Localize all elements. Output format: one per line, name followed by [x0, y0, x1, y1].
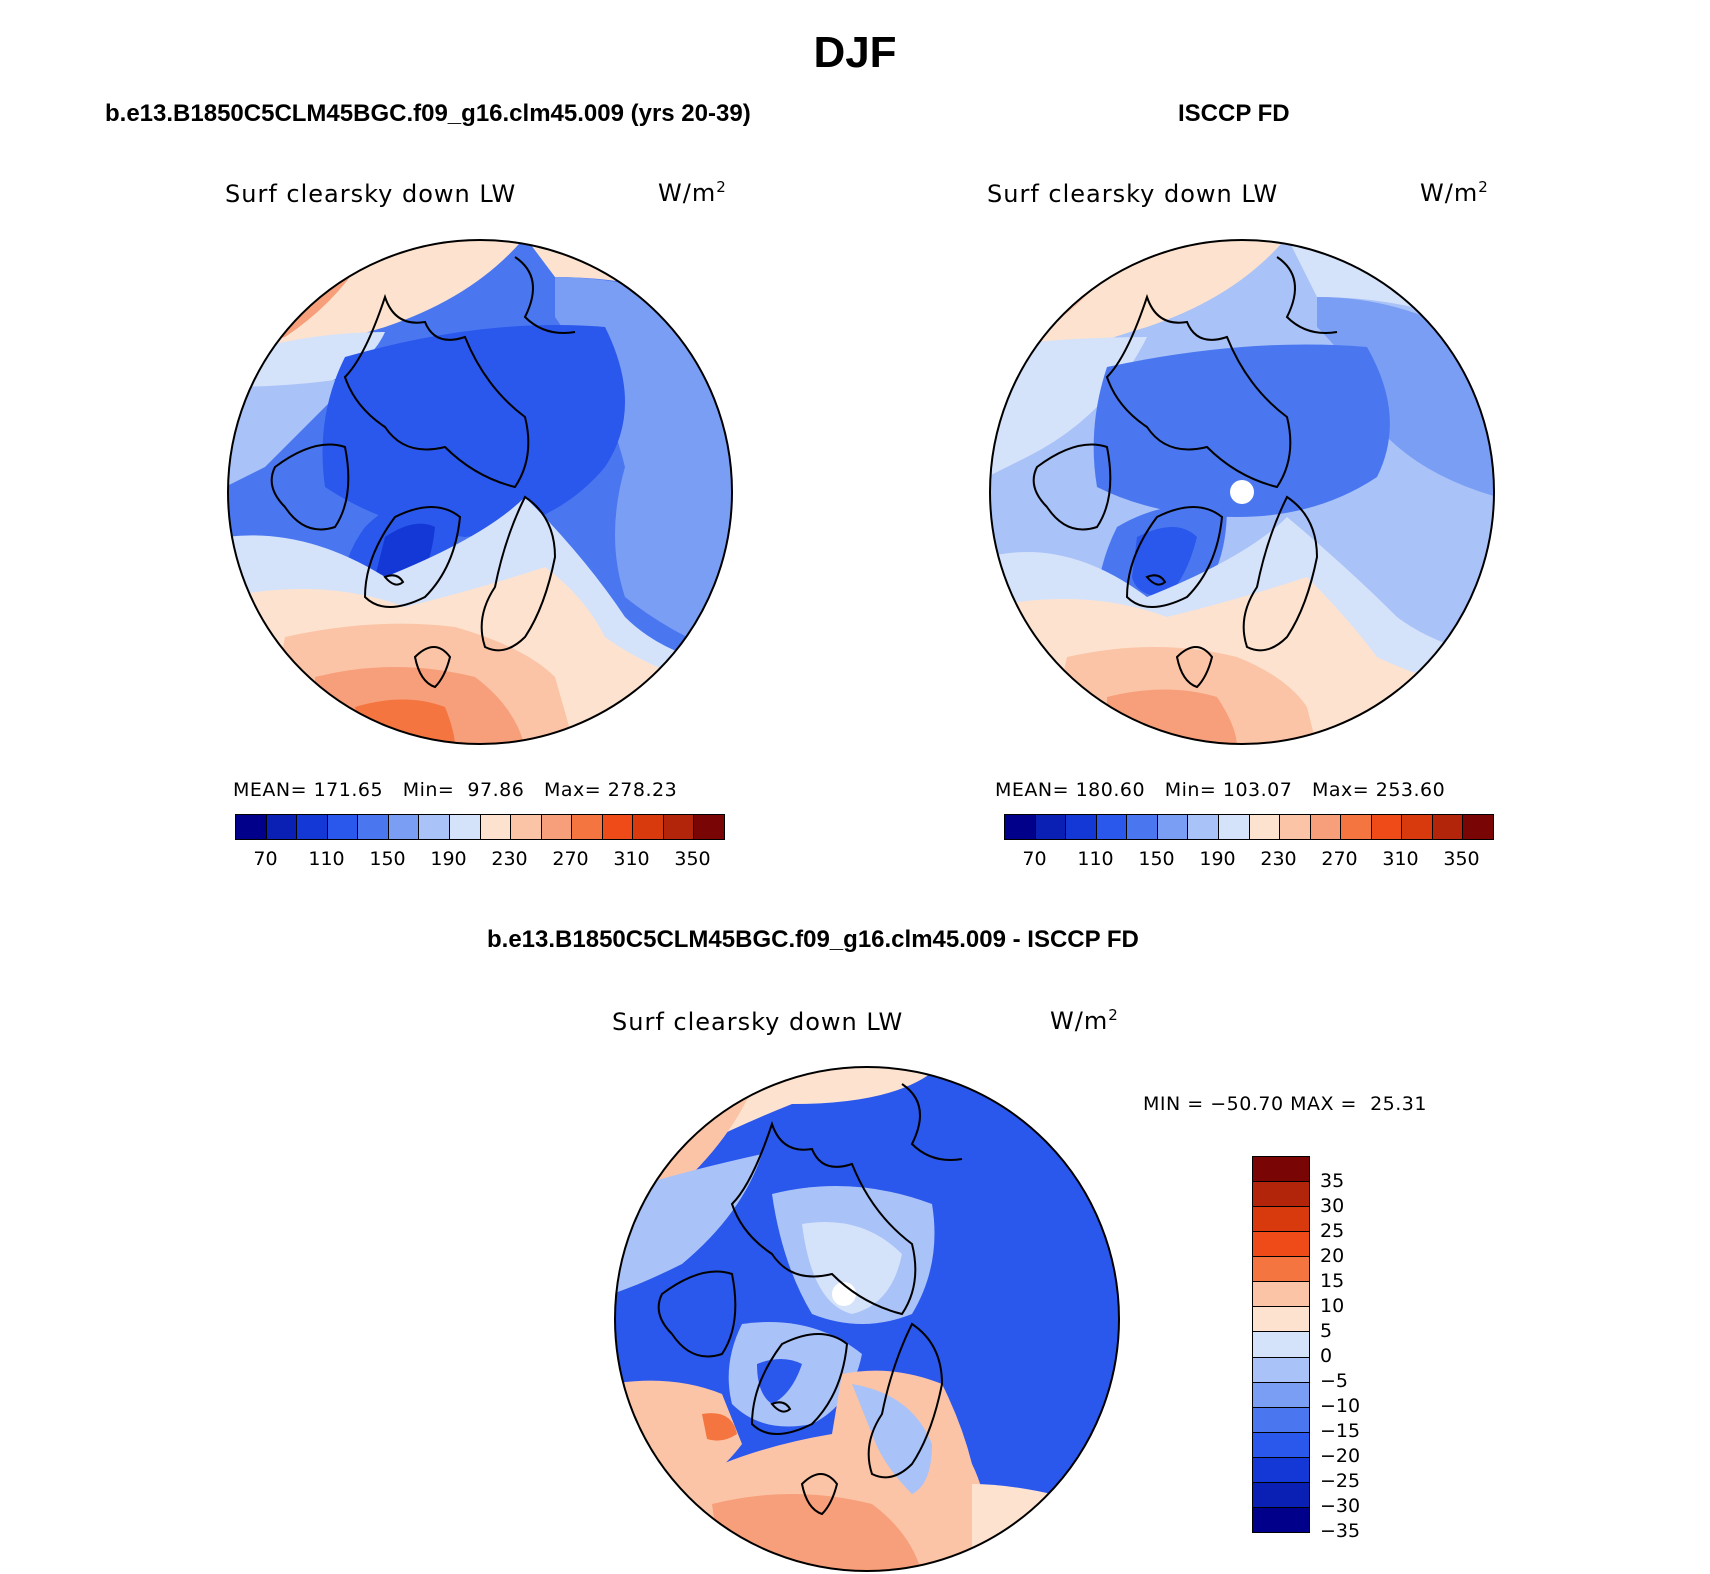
- units-label-model: W/m2: [658, 178, 727, 207]
- units-label-diff: W/m2: [1050, 1006, 1119, 1035]
- colorbar-swatch: [1463, 815, 1493, 839]
- colorbar-swatch: [1253, 1482, 1309, 1508]
- panel-title-obs: ISCCP FD: [1178, 100, 1290, 127]
- colorbar-swatch: [1310, 815, 1342, 839]
- colorbar-swatch: [327, 815, 359, 839]
- colorbar-swatch: [1066, 815, 1097, 839]
- colorbar-swatch: [1127, 815, 1158, 839]
- colorbar-swatch: [1253, 1332, 1309, 1358]
- colorbar-tick-label: −30: [1320, 1495, 1361, 1517]
- colorbar-swatch: [541, 815, 573, 839]
- colorbar-tick-label: 270: [552, 848, 589, 870]
- colorbar-tick-label: 5: [1320, 1320, 1333, 1342]
- colorbar-tick-label: −20: [1320, 1445, 1361, 1467]
- colorbar-tick-label: 350: [674, 848, 711, 870]
- colorbar-tick-label: 15: [1320, 1270, 1345, 1292]
- colorbar-swatch: [1402, 815, 1433, 839]
- stats-obs: MEAN= 180.60 Min= 103.07 Max= 253.60: [995, 779, 1446, 801]
- colorbar-swatch: [572, 815, 603, 839]
- variable-label-obs: Surf clearsky down LW: [987, 180, 1279, 208]
- stats-diff: MIN = −50.70 MAX = 25.31: [1143, 1093, 1427, 1115]
- polar-map-obs: [989, 239, 1495, 745]
- colorbar-swatch: [419, 815, 450, 839]
- colorbar-swatch: [1096, 815, 1128, 839]
- colorbar-swatch: [1035, 815, 1067, 839]
- figure-title: DJF: [813, 28, 897, 77]
- colorbar-tick-label: 10: [1320, 1295, 1345, 1317]
- colorbar-tick-label: 150: [1138, 848, 1175, 870]
- colorbar-tick-label: 70: [1022, 848, 1047, 870]
- colorbar-tick-label: 150: [369, 848, 406, 870]
- polar-map-model: [227, 239, 733, 745]
- colorbar-tick-label: 230: [1260, 848, 1297, 870]
- colorbar-swatch: [602, 815, 634, 839]
- colorbar-swatch: [1280, 815, 1311, 839]
- colorbar-swatch: [1253, 1182, 1309, 1208]
- colorbar-swatch: [1253, 1232, 1309, 1258]
- colorbar-swatch: [1253, 1507, 1309, 1532]
- colorbar-swatch: [1157, 815, 1189, 839]
- colorbar-tick-label: 35: [1320, 1170, 1345, 1192]
- colorbar-tick-label: −35: [1320, 1520, 1361, 1542]
- colorbar-tick-label: 70: [253, 848, 278, 870]
- polar-map-diff: [614, 1066, 1120, 1572]
- colorbar-swatch: [1253, 1357, 1309, 1383]
- colorbar-swatch: [633, 815, 664, 839]
- colorbar-swatch: [1341, 815, 1372, 839]
- colorbar-swatch: [694, 815, 724, 839]
- colorbar-swatch: [1253, 1432, 1309, 1458]
- variable-label-diff: Surf clearsky down LW: [612, 1008, 904, 1036]
- colorbar-swatch: [663, 815, 695, 839]
- panel-title-model: b.e13.B1850C5CLM45BGC.f09_g16.clm45.009 …: [105, 100, 751, 127]
- colorbar-tick-label: −15: [1320, 1420, 1361, 1442]
- colorbar-labels-obs: 70 110 150 190 230 270 310 350: [1004, 848, 1492, 870]
- colorbar-tick-label: 350: [1443, 848, 1480, 870]
- colorbar-model: [235, 814, 725, 840]
- colorbar-swatch: [1253, 1307, 1309, 1333]
- colorbar-tick-label: 190: [1199, 848, 1236, 870]
- colorbar-obs: [1004, 814, 1494, 840]
- colorbar-swatch: [297, 815, 328, 839]
- colorbar-tick-label: −5: [1320, 1370, 1349, 1392]
- variable-label-model: Surf clearsky down LW: [225, 180, 517, 208]
- colorbar-swatch: [1253, 1407, 1309, 1433]
- colorbar-tick-label: 190: [430, 848, 467, 870]
- colorbar-swatch: [1253, 1257, 1309, 1283]
- colorbar-tick-label: 25: [1320, 1220, 1345, 1242]
- colorbar-tick-label: 230: [491, 848, 528, 870]
- colorbar-swatch: [1218, 815, 1250, 839]
- colorbar-tick-label: −25: [1320, 1470, 1361, 1492]
- colorbar-swatch: [236, 815, 267, 839]
- colorbar-swatch: [1253, 1207, 1309, 1233]
- colorbar-swatch: [1253, 1282, 1309, 1308]
- colorbar-tick-label: 20: [1320, 1245, 1345, 1267]
- colorbar-tick-label: 270: [1321, 848, 1358, 870]
- colorbar-swatch: [388, 815, 420, 839]
- colorbar-swatch: [449, 815, 481, 839]
- colorbar-swatch: [1253, 1382, 1309, 1408]
- colorbar-tick-label: −10: [1320, 1395, 1361, 1417]
- colorbar-tick-label: 310: [1382, 848, 1419, 870]
- colorbar-tick-label: 0: [1320, 1345, 1333, 1367]
- colorbar-swatch: [480, 815, 512, 839]
- colorbar-tick-label: 110: [308, 848, 345, 870]
- colorbar-swatch: [1249, 815, 1281, 839]
- colorbar-tick-label: 30: [1320, 1195, 1345, 1217]
- colorbar-diff: [1252, 1156, 1310, 1533]
- colorbar-swatch: [1005, 815, 1036, 839]
- colorbar-swatch: [1371, 815, 1403, 839]
- panel-title-diff: b.e13.B1850C5CLM45BGC.f09_g16.clm45.009 …: [487, 926, 1139, 953]
- stats-model: MEAN= 171.65 Min= 97.86 Max= 278.23: [233, 779, 678, 801]
- colorbar-swatch: [266, 815, 298, 839]
- colorbar-swatch: [1253, 1457, 1309, 1483]
- colorbar-tick-label: 110: [1077, 848, 1114, 870]
- colorbar-swatch: [1188, 815, 1219, 839]
- colorbar-swatch: [358, 815, 389, 839]
- colorbar-swatch: [511, 815, 542, 839]
- units-label-obs: W/m2: [1420, 178, 1489, 207]
- colorbar-labels-model: 70 110 150 190 230 270 310 350: [235, 848, 723, 870]
- colorbar-tick-label: 310: [613, 848, 650, 870]
- colorbar-swatch: [1432, 815, 1464, 839]
- colorbar-swatch: [1253, 1157, 1309, 1183]
